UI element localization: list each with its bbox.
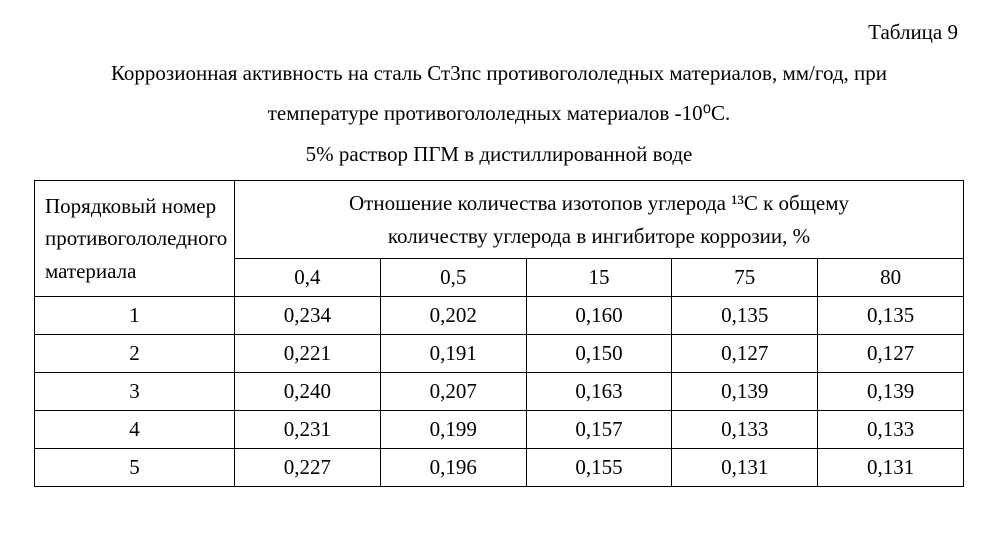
data-cell: 0,231 — [235, 411, 381, 449]
data-cell: 0,135 — [672, 297, 818, 335]
row-header-line1: Порядковый номер — [45, 194, 216, 218]
row-id-cell: 2 — [35, 335, 235, 373]
data-cell: 0,131 — [672, 449, 818, 487]
caption-line-3: 5% раствор ПГМ в дистиллированной воде — [34, 140, 964, 168]
table-row: 5 0,227 0,196 0,155 0,131 0,131 — [35, 449, 964, 487]
table-row: 4 0,231 0,199 0,157 0,133 0,133 — [35, 411, 964, 449]
data-cell: 0,227 — [235, 449, 381, 487]
table-number-label: Таблица 9 — [34, 20, 964, 45]
data-cell: 0,160 — [526, 297, 672, 335]
col-header: 15 — [526, 259, 672, 297]
row-id-cell: 3 — [35, 373, 235, 411]
data-cell: 0,199 — [380, 411, 526, 449]
row-header-line3: материала — [45, 259, 136, 283]
row-id-cell: 5 — [35, 449, 235, 487]
col-header: 75 — [672, 259, 818, 297]
caption-line-1: Коррозионная активность на сталь Ст3пс п… — [34, 59, 964, 87]
row-id-cell: 1 — [35, 297, 235, 335]
row-header-cell: Порядковый номер противогололедного мате… — [35, 181, 235, 297]
data-cell: 0,240 — [235, 373, 381, 411]
caption-line-2: температуре противогололедных материалов… — [34, 99, 964, 127]
data-cell: 0,127 — [818, 335, 964, 373]
row-header-line2: противогололедного — [45, 226, 227, 250]
page: Таблица 9 Коррозионная активность на ста… — [0, 0, 998, 517]
table-row: 3 0,240 0,207 0,163 0,139 0,139 — [35, 373, 964, 411]
data-cell: 0,135 — [818, 297, 964, 335]
col-header: 0,5 — [380, 259, 526, 297]
data-cell: 0,202 — [380, 297, 526, 335]
data-cell: 0,196 — [380, 449, 526, 487]
data-cell: 0,221 — [235, 335, 381, 373]
data-cell: 0,139 — [672, 373, 818, 411]
data-cell: 0,150 — [526, 335, 672, 373]
table-row: 2 0,221 0,191 0,150 0,127 0,127 — [35, 335, 964, 373]
data-cell: 0,207 — [380, 373, 526, 411]
data-cell: 0,131 — [818, 449, 964, 487]
data-cell: 0,155 — [526, 449, 672, 487]
span-header-line2: количеству углерода в ингибиторе коррози… — [388, 224, 810, 248]
data-cell: 0,157 — [526, 411, 672, 449]
data-cell: 0,127 — [672, 335, 818, 373]
data-cell: 0,133 — [672, 411, 818, 449]
data-cell: 0,139 — [818, 373, 964, 411]
table-row: 1 0,234 0,202 0,160 0,135 0,135 — [35, 297, 964, 335]
span-header-cell: Отношение количества изотопов углерода ¹… — [235, 181, 964, 259]
data-cell: 0,163 — [526, 373, 672, 411]
col-header: 80 — [818, 259, 964, 297]
row-id-cell: 4 — [35, 411, 235, 449]
data-cell: 0,133 — [818, 411, 964, 449]
col-header: 0,4 — [235, 259, 381, 297]
table-caption: Коррозионная активность на сталь Ст3пс п… — [34, 59, 964, 168]
data-table: Порядковый номер противогололедного мате… — [34, 180, 964, 487]
data-cell: 0,191 — [380, 335, 526, 373]
span-header-line1: Отношение количества изотопов углерода ¹… — [349, 191, 849, 215]
header-row-1: Порядковый номер противогололедного мате… — [35, 181, 964, 259]
data-cell: 0,234 — [235, 297, 381, 335]
